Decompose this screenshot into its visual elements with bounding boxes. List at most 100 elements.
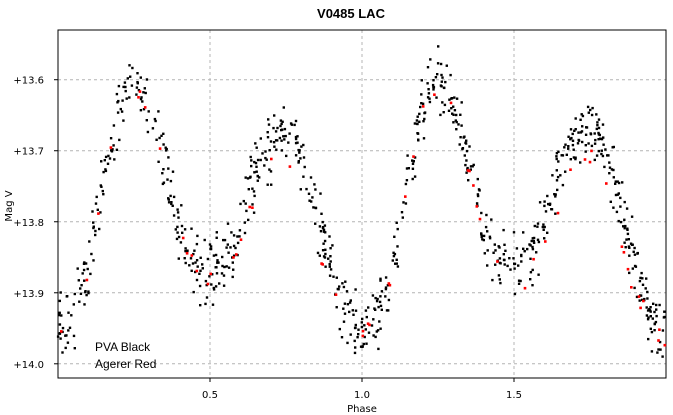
pva-black-point [346,341,349,345]
pva-black-point [601,123,605,126]
pva-black-point [661,355,664,358]
pva-black-point [482,238,485,242]
pva-black-point [342,285,346,289]
pva-black-point [259,137,262,140]
pva-black-point [136,72,139,75]
pva-black-point [426,96,430,99]
pva-black-point [140,96,143,99]
pva-black-point [384,276,388,279]
pva-black-point [115,148,119,151]
pva-black-point [255,170,258,173]
pva-black-point [395,221,398,224]
pva-black-point [99,184,102,187]
pva-black-point [427,88,430,91]
pva-black-point [531,284,534,287]
agerer-red-point [588,160,592,164]
pva-black-point [181,231,184,234]
pva-black-point [220,272,224,275]
pva-black-point [190,269,193,272]
pva-black-point [353,351,357,355]
pva-black-point [372,318,375,321]
pva-black-point [640,271,643,275]
pva-black-point [375,330,378,333]
pva-black-point [418,120,421,123]
pva-black-point [612,206,615,209]
pva-black-point [67,311,70,314]
pva-black-point [362,342,365,346]
pva-black-point [61,351,64,354]
pva-black-point [586,105,590,109]
pva-black-point [626,232,630,236]
pva-black-point [188,264,191,267]
pva-black-point [412,160,415,163]
pva-black-point [367,331,371,334]
pva-black-point [363,324,366,327]
pva-black-point [542,228,545,231]
pva-black-point [509,268,512,271]
pva-black-point [311,196,314,199]
pva-black-point [354,288,357,291]
pva-black-point [328,235,331,238]
pva-black-point [658,340,662,344]
pva-black-point [601,154,605,158]
pva-black-point [614,180,617,183]
pva-black-point [602,136,605,139]
pva-black-point [274,130,278,133]
pva-black-point [229,246,232,249]
pva-black-point [322,242,325,245]
pva-black-point [517,264,520,267]
pva-black-point [469,168,472,171]
pva-black-point [633,286,636,290]
pva-black-point [198,284,202,288]
pva-black-point [531,268,534,272]
pva-black-point [465,171,468,174]
pva-black-point [541,225,544,229]
pva-black-point [243,231,247,235]
pva-black-point [452,105,455,108]
pva-black-point [564,143,567,146]
pva-black-point [443,103,447,107]
pva-black-point [581,114,585,118]
pva-black-point [451,112,454,115]
agerer-red-point [639,306,642,310]
pva-black-point [335,306,338,309]
pva-black-point [494,249,497,252]
pva-black-point [102,170,105,174]
pva-black-point [199,256,202,259]
pva-black-point [622,225,625,228]
pva-black-point [557,150,560,153]
pva-black-point [293,123,296,127]
agerer-red-point [642,299,645,303]
pva-black-point [95,195,98,199]
pva-black-point [608,172,611,175]
pva-black-point [498,246,501,249]
pva-black-point [625,238,628,241]
pva-black-point [641,277,644,280]
pva-black-point [413,156,417,159]
pva-black-point [231,275,234,279]
pva-black-point [597,118,601,121]
pva-black-point [142,108,146,111]
pva-black-point [427,92,431,95]
pva-black-point [169,194,172,198]
pva-black-point [595,127,598,131]
pva-black-point [417,138,420,141]
pva-black-point [429,58,432,61]
pva-black-point [272,141,276,144]
pva-black-point [232,244,236,248]
pva-black-point [299,188,302,191]
pva-black-point [649,310,652,313]
pva-black-point [112,124,116,127]
x-tick-label: 0.5 [202,390,218,401]
pva-black-point [452,113,455,116]
pva-black-point [559,174,562,177]
pva-black-point [196,265,199,268]
x-axis-label: Phase [347,404,377,415]
pva-black-point [66,341,70,344]
pva-black-point [234,246,237,250]
pva-black-point [343,312,347,315]
pva-black-point [508,257,511,260]
pva-black-point [453,96,456,99]
pva-black-point [370,324,374,327]
pva-black-point [94,233,97,237]
